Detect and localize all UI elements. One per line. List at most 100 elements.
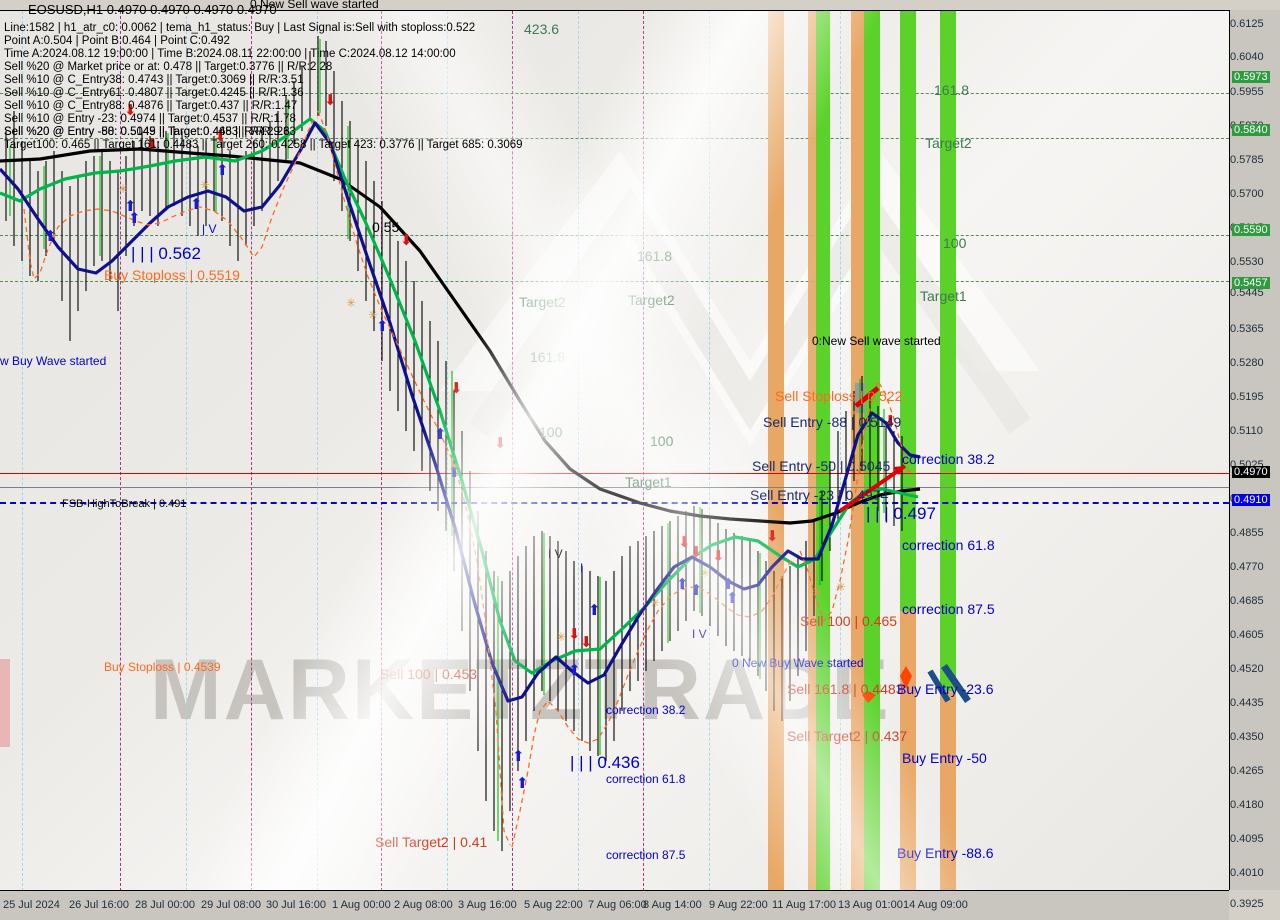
price-level-label: 0.55	[372, 219, 400, 235]
fib-label-100: 100	[539, 424, 563, 440]
price-tag-fib: 0.5840	[1232, 124, 1270, 136]
sell-arrow-down: ⬇	[124, 102, 137, 119]
price-axis[interactable]: 0.6125 0.6040 0.5955 0.5870 0.5785 0.570…	[1229, 10, 1280, 910]
buy-arrow-up: ⬆	[190, 196, 203, 213]
price-series-overlay	[0, 36, 971, 851]
price-tick: 0.5700	[1230, 188, 1264, 200]
buy-arrow-up: ⬆	[128, 210, 141, 227]
session-band	[940, 691, 956, 890]
sell-arrow-down: ⬇	[766, 528, 779, 545]
price-tick: 0.5110	[1230, 425, 1263, 437]
fractal-star: ✳	[556, 630, 567, 644]
fractal-star: ✳	[450, 460, 461, 474]
buy-arrow-up: ⬆	[676, 576, 689, 593]
correction-61-8-label: correction 61.8	[606, 772, 686, 786]
fractal-star: ✳	[836, 580, 847, 594]
fib-label-target2: Target2	[519, 294, 566, 310]
session-band	[816, 11, 830, 890]
time-tick: 30 Jul 16:00	[266, 899, 326, 911]
ma-fast-line	[0, 117, 919, 675]
buy-arrow-up: ⬆	[516, 775, 529, 792]
session-band	[864, 11, 880, 890]
marker-diamond	[862, 691, 876, 703]
sell-arrow-down: ⬇	[568, 626, 581, 643]
fib-label-target1: Target1	[625, 474, 672, 490]
top-sell-wave-label: 0 New Sell wave started	[250, 0, 379, 11]
time-tick: 28 Jul 00:00	[135, 899, 195, 911]
correction-87-5-label: correction 87.5	[902, 601, 995, 617]
marker-diamond	[900, 666, 912, 689]
fib-label-100: 100	[943, 235, 967, 251]
fractal-star: ✳	[850, 406, 861, 420]
sell-entry-23-label: Sell Entry -23 | 0.4974	[750, 487, 889, 503]
buy-entry-50-label: Buy Entry -50	[902, 750, 987, 766]
price-tick: 0.4180	[1230, 799, 1264, 811]
bull-bars	[9, 39, 885, 841]
buy-arrow-up: ⬆	[44, 228, 57, 245]
session-band	[0, 659, 10, 747]
sell-100-label: Sell 100 | 0.465	[800, 613, 898, 629]
price-tick: 0.5280	[1230, 357, 1264, 369]
price-tick: 0.5195	[1230, 391, 1264, 403]
sell-arrow-down: ⬇	[690, 544, 703, 561]
time-tick: 2 Aug 08:00	[394, 899, 453, 911]
correction-38-2-label: correction 38.2	[606, 703, 686, 717]
time-tick: 1 Aug 00:00	[332, 899, 391, 911]
buy-arrow-up: ⬆	[722, 576, 735, 593]
sell-wave-started-label: 0:New Sell wave started	[812, 334, 941, 348]
price-tick: 0.4350	[1230, 731, 1264, 743]
trend-arrow-red	[838, 464, 907, 513]
buy-arrow-up: ⬆	[216, 162, 229, 179]
time-axis[interactable]: 25 Jul 2024 26 Jul 16:00 28 Jul 00:00 29…	[0, 890, 1229, 920]
trend-arrow-blue	[941, 664, 971, 703]
time-tick: 5 Aug 22:00	[524, 899, 583, 911]
price-tick: 0.4010	[1230, 867, 1264, 879]
buy-entry-88-6-label: Buy Entry -88.6	[897, 845, 994, 861]
ma-base-line	[0, 147, 921, 525]
correction-38-2-label: correction 38.2	[902, 451, 995, 467]
sell-arrow-down: ⬇	[494, 435, 507, 452]
buy-arrow-up: ⬆	[588, 602, 601, 619]
time-tick: 8 Aug 14:00	[643, 899, 702, 911]
time-tick: 14 Aug 09:00	[903, 899, 968, 911]
correction-87-5-label: correction 87.5	[606, 848, 686, 862]
time-tick: 3 Aug 16:00	[458, 899, 517, 911]
sell-arrow-down: ⬇	[400, 232, 413, 249]
fib-label-423-6: 423.6	[524, 21, 560, 37]
fractal-star: ✳	[368, 308, 379, 322]
sell-arrow-down: ⬇	[678, 534, 691, 551]
sell-target2-label: Sell Target2 | 0.41	[375, 834, 488, 850]
buy-arrow-up: ⬆	[568, 662, 581, 679]
price-tag-fib: 0.5590	[1232, 224, 1270, 236]
price-tick: 0.5955	[1230, 86, 1264, 98]
chart-plot-area[interactable]: MARKETZTRADE	[0, 10, 1229, 890]
sell-arrow-down: ⬇	[324, 92, 337, 109]
time-tick: 26 Jul 16:00	[69, 899, 129, 911]
wave-label-562: | | | 0.562	[131, 244, 201, 263]
buy-arrow-up: ⬆	[690, 582, 703, 599]
buy-stoploss-label: Buy Stoploss | 0.5519	[104, 267, 240, 283]
wave-marker-iv: I V	[692, 627, 707, 641]
buy-arrow-up: ⬆	[124, 198, 137, 215]
trend-arrow-red-2	[854, 386, 880, 408]
buy-arrow-up: ⬆	[448, 464, 461, 481]
fib-label-161-8: 161.8	[934, 82, 970, 98]
fib-label-161-8: 161.8	[530, 349, 566, 365]
price-tick: 0.5530	[1230, 256, 1264, 268]
price-tick: 0.4605	[1230, 629, 1264, 641]
sell-161-8-label: Sell 161.8 | 0.4483	[787, 681, 904, 697]
correction-61-8-label: correction 61.8	[902, 537, 995, 553]
ohlc-bars	[5, 36, 903, 851]
sell-100-label: Sell 100 | 0.453	[380, 666, 478, 682]
fractal-star: ✳	[200, 178, 211, 192]
price-tick: 0.4435	[1230, 697, 1264, 709]
buy-entry-23-6-label: Buy Entry -23.6	[897, 681, 994, 697]
buy-arrow-up: ⬆	[376, 318, 389, 335]
price-tag-ask: 0.4910	[1232, 494, 1270, 506]
fib-label-target1: Target1	[920, 288, 967, 304]
ma-signal-line	[0, 121, 921, 703]
time-tick: 9 Aug 22:00	[709, 899, 768, 911]
fib-label-target2: Target2	[925, 135, 972, 151]
fractal-channel	[23, 110, 911, 848]
